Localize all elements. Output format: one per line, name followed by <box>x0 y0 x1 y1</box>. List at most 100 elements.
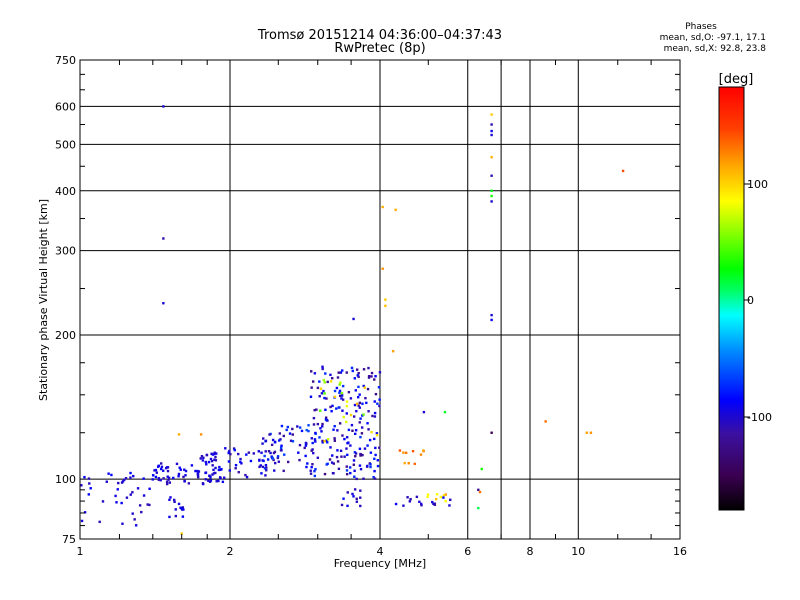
data-point <box>353 488 357 491</box>
data-point <box>178 466 181 469</box>
data-point <box>341 369 344 372</box>
data-point <box>132 474 135 478</box>
x-tick-label: 6 <box>464 545 471 558</box>
data-point <box>183 468 186 471</box>
data-point <box>219 468 222 472</box>
data-point <box>245 453 248 456</box>
data-point <box>311 380 315 383</box>
data-point <box>354 389 357 392</box>
data-point <box>245 475 249 479</box>
data-point <box>205 463 208 466</box>
data-point <box>213 458 216 461</box>
data-point <box>207 460 211 464</box>
data-point <box>413 462 416 466</box>
data-point <box>168 498 171 502</box>
data-point <box>361 414 364 417</box>
data-point <box>271 457 275 460</box>
data-point <box>270 443 274 447</box>
data-point <box>342 415 345 419</box>
data-point <box>364 396 367 400</box>
data-point <box>277 439 281 442</box>
data-point <box>162 237 165 240</box>
data-point <box>291 440 295 443</box>
colorbar-tick-100: 100 <box>747 178 768 191</box>
data-point <box>332 472 335 475</box>
data-point <box>368 438 372 442</box>
data-point <box>196 469 199 473</box>
data-point <box>175 462 179 466</box>
data-point <box>129 493 132 496</box>
data-point <box>442 494 446 497</box>
data-point <box>362 477 365 480</box>
data-point <box>268 433 271 436</box>
data-point <box>367 376 371 379</box>
data-point <box>339 381 342 384</box>
data-point <box>366 444 369 447</box>
data-point <box>196 474 200 477</box>
data-point <box>101 500 105 503</box>
data-point <box>264 463 268 467</box>
data-point <box>340 397 343 400</box>
data-point <box>326 441 329 444</box>
data-point <box>377 386 381 389</box>
data-point <box>249 459 253 463</box>
data-point <box>304 454 307 458</box>
data-point <box>209 479 213 482</box>
data-point <box>490 318 493 322</box>
data-point <box>343 455 346 458</box>
data-point <box>352 495 355 498</box>
data-point <box>323 440 326 443</box>
data-point <box>210 459 214 463</box>
data-point <box>273 469 276 472</box>
data-point <box>432 502 435 506</box>
data-point <box>347 390 351 394</box>
data-point <box>433 503 436 507</box>
data-point <box>376 464 380 468</box>
data-point <box>162 105 165 108</box>
data-point <box>80 484 83 487</box>
data-point <box>359 435 362 439</box>
data-point <box>406 496 409 499</box>
data-point <box>316 386 320 390</box>
data-point <box>431 500 434 504</box>
data-point <box>323 392 326 395</box>
data-point <box>237 452 240 456</box>
data-point <box>177 502 181 506</box>
data-point <box>358 406 361 409</box>
phase-statistics-o-mode: mean, sd,O: -97.1, 17.1 <box>659 33 766 43</box>
data-point <box>338 389 342 393</box>
data-point <box>355 497 358 500</box>
colorbar-tick-0: 0 <box>747 294 754 307</box>
data-point <box>233 448 236 452</box>
data-point <box>314 440 317 443</box>
data-point <box>320 392 324 395</box>
data-point <box>162 469 165 472</box>
data-point <box>221 480 225 484</box>
data-point <box>261 442 264 445</box>
data-point <box>197 470 201 473</box>
data-point <box>204 471 208 474</box>
data-point <box>311 448 314 451</box>
data-point <box>157 477 161 480</box>
data-point <box>443 410 447 414</box>
data-point <box>326 380 329 384</box>
data-point <box>313 474 317 478</box>
data-point <box>338 391 341 394</box>
data-point <box>276 456 280 460</box>
data-point <box>362 384 365 388</box>
data-point <box>265 469 268 472</box>
data-point <box>87 477 91 480</box>
data-point <box>267 449 271 453</box>
data-point <box>177 475 180 478</box>
data-point <box>477 488 480 492</box>
data-point <box>165 482 169 486</box>
data-point <box>342 497 345 500</box>
chart-title-line1: Tromsø 20151214 04:36:00–04:37:43 <box>257 28 503 43</box>
data-point <box>544 420 547 423</box>
data-point <box>283 453 286 456</box>
data-point <box>490 431 493 434</box>
data-point <box>180 507 183 510</box>
data-point <box>589 431 593 434</box>
data-point <box>304 444 308 447</box>
